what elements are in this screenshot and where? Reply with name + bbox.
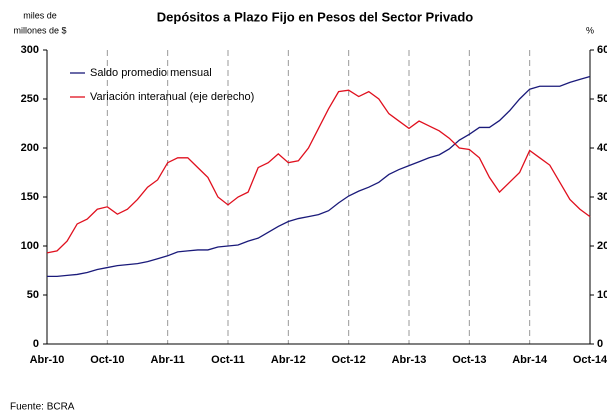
- x-tick-label: Abr-11: [151, 354, 185, 366]
- y2-axis-label: %: [586, 25, 594, 35]
- y-axis-label: miles de: [23, 10, 57, 20]
- legend-label: Saldo promedio mensual: [90, 67, 212, 79]
- y-axis-label: millones de $: [13, 25, 66, 35]
- legend-label: Variación interanual (eje derecho): [90, 91, 254, 103]
- x-tick-label: Abr-14: [512, 354, 548, 366]
- series-line: [47, 75, 591, 278]
- x-tick-label: Abr-10: [30, 354, 65, 366]
- y2-tick-label: 50: [597, 93, 607, 105]
- x-tick-label: Oct-12: [332, 354, 366, 366]
- x-tick-label: Abr-13: [392, 354, 427, 366]
- y2-tick-label: 40: [597, 142, 607, 154]
- x-tick-label: Oct-13: [452, 354, 486, 366]
- x-tick-label: Oct-11: [211, 354, 245, 366]
- y-tick-label: 50: [27, 289, 39, 301]
- x-tick-label: Oct-14: [573, 354, 607, 366]
- x-tick-label: Oct-10: [90, 354, 124, 366]
- y2-tick-label: 30: [597, 191, 607, 203]
- x-tick-label: Abr-12: [271, 354, 306, 366]
- y2-tick-label: 60: [597, 44, 607, 56]
- y2-tick-label: 0: [597, 338, 603, 350]
- source: Fuente: BCRA: [10, 402, 75, 413]
- y-tick-label: 100: [21, 240, 39, 252]
- y-tick-label: 200: [21, 142, 39, 154]
- chart-title: Depósitos a Plazo Fijo en Pesos del Sect…: [157, 9, 473, 24]
- y2-tick-label: 20: [597, 240, 607, 252]
- y2-tick-label: 10: [597, 289, 607, 301]
- y-tick-label: 300: [21, 44, 39, 56]
- y-tick-label: 150: [21, 191, 39, 203]
- y-tick-label: 0: [33, 338, 39, 350]
- series-line: [46, 89, 591, 254]
- y-tick-label: 250: [21, 93, 39, 105]
